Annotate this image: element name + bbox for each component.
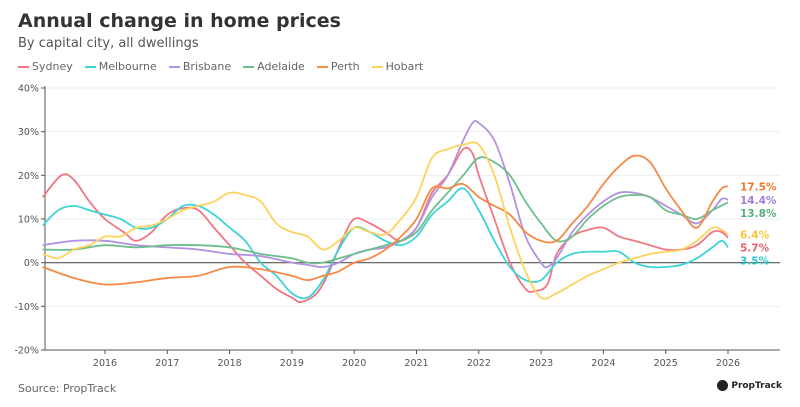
proptrack-logo: PropTrack <box>717 380 782 391</box>
legend-swatch <box>243 65 255 68</box>
x-tick-label: 2024 <box>591 358 615 369</box>
chart-subtitle: By capital city, all dwellings <box>18 36 199 51</box>
legend-swatch <box>371 65 383 68</box>
legend-label: Melbourne <box>98 60 157 73</box>
legend-swatch <box>316 65 328 68</box>
legend-item-adelaide: Adelaide <box>243 60 305 73</box>
x-tick-label: 2019 <box>280 358 304 369</box>
end-label-perth: 17.5% <box>740 181 777 193</box>
logo-icon <box>717 380 729 391</box>
y-tick-label: 10% <box>18 215 39 226</box>
end-label-sydney: 5.7% <box>740 243 770 255</box>
legend-label: Hobart <box>385 60 424 73</box>
legend-label: Perth <box>330 60 360 73</box>
series-line-adelaide <box>42 156 729 265</box>
x-tick-label: 2023 <box>529 358 553 369</box>
x-tick-label: 2018 <box>218 358 242 369</box>
end-label-adelaide: 13.8% <box>740 208 777 220</box>
end-label-hobart: 6.4% <box>740 230 770 242</box>
x-tick-label: 2016 <box>93 358 117 369</box>
x-tick-label: 2021 <box>404 358 428 369</box>
series-line-perth <box>42 154 729 286</box>
legend-swatch <box>18 65 29 68</box>
y-tick-label: 40% <box>18 84 39 95</box>
chart-title: Annual change in home prices <box>18 10 341 32</box>
legend-swatch <box>168 65 180 68</box>
legend-item-brisbane: Brisbane <box>168 60 232 73</box>
end-label-brisbane: 14.4% <box>740 195 777 207</box>
y-tick-label: 30% <box>18 127 39 138</box>
legend: Sydney Melbourne Brisbane Adelaide Perth… <box>18 60 423 73</box>
x-tick-label: 2025 <box>654 358 678 369</box>
x-tick-label: 2022 <box>467 358 491 369</box>
series-line-hobart <box>42 141 729 300</box>
legend-swatch <box>84 65 96 68</box>
legend-item-sydney: Sydney <box>18 60 73 73</box>
legend-label: Adelaide <box>257 60 305 73</box>
x-tick-label: 2017 <box>155 358 179 369</box>
source-note: Source: PropTrack <box>18 382 117 395</box>
y-tick-label: -10% <box>14 302 39 313</box>
legend-item-hobart: Hobart <box>371 60 424 73</box>
logo-text: PropTrack <box>731 380 782 391</box>
y-tick-label: -20% <box>14 346 39 357</box>
x-tick-label: 2026 <box>716 358 740 369</box>
y-tick-label: 20% <box>18 171 39 182</box>
legend-item-perth: Perth <box>316 60 360 73</box>
end-label-melbourne: 3.5% <box>740 256 770 268</box>
legend-label: Sydney <box>32 60 73 73</box>
x-tick-label: 2020 <box>342 358 366 369</box>
legend-item-melbourne: Melbourne <box>84 60 157 73</box>
legend-label: Brisbane <box>182 60 232 73</box>
y-tick-label: 0% <box>24 258 39 269</box>
series-line-sydney <box>42 146 729 303</box>
